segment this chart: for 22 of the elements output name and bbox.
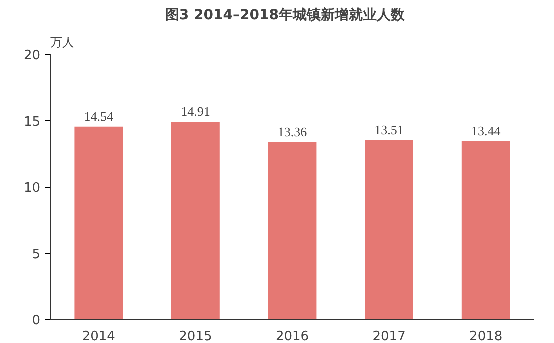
data-label: 13.36	[278, 124, 308, 140]
x-tick-label: 2015	[179, 330, 212, 343]
data-label: 14.54	[84, 108, 114, 124]
x-tick-label: 2014	[82, 330, 116, 343]
bar	[365, 140, 414, 320]
bar	[268, 142, 317, 320]
data-label: 13.44	[471, 123, 502, 138]
y-tick-label: 0	[32, 314, 41, 328]
y-tick-label: 20	[24, 48, 41, 64]
x-tick-label: 2016	[276, 330, 310, 343]
x-tick-label: 2017	[372, 330, 406, 343]
data-label: 13.51	[374, 122, 404, 138]
data-label: 14.91	[181, 104, 210, 119]
chart-title: 图3 2014–2018年城镇新增就业人数	[165, 6, 406, 24]
y-tick-label: 5	[32, 247, 41, 262]
bar	[172, 122, 220, 320]
y-tick-label: 15	[24, 114, 41, 130]
y-axis-title: 万人	[50, 36, 74, 50]
x-tick-label: 2018	[470, 330, 503, 343]
bar	[462, 141, 510, 320]
y-tick-label: 10	[24, 181, 41, 196]
bar	[74, 126, 124, 320]
